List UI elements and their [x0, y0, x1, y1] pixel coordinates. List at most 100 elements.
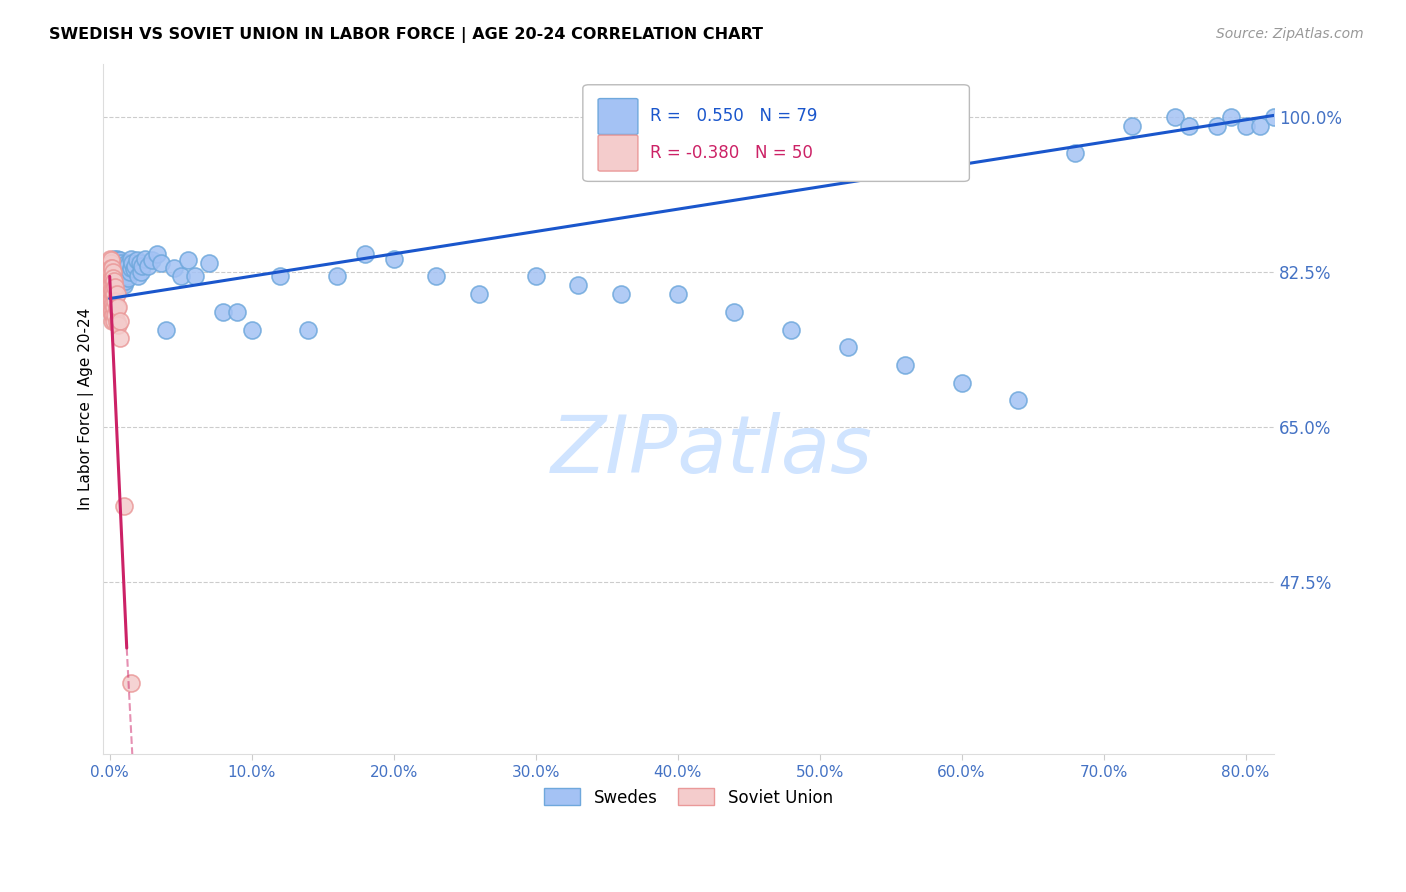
Point: [103, 301, 125, 315]
Point: [103, 252, 125, 266]
Point: [100, 278, 122, 293]
Point: [131, 259, 153, 273]
Point: [297, 322, 319, 336]
Point: [120, 260, 142, 275]
Point: [1249, 119, 1271, 133]
Point: [127, 269, 149, 284]
Point: [145, 247, 167, 261]
Point: [110, 278, 132, 293]
Point: [101, 260, 124, 275]
FancyBboxPatch shape: [598, 99, 638, 135]
Point: [100, 278, 122, 293]
Point: [723, 305, 745, 319]
FancyBboxPatch shape: [598, 136, 638, 171]
Point: [1007, 393, 1029, 408]
Point: [170, 269, 193, 284]
Point: [104, 309, 127, 323]
Point: [100, 260, 122, 275]
Point: [110, 256, 132, 270]
Text: SWEDISH VS SOVIET UNION IN LABOR FORCE | AGE 20-24 CORRELATION CHART: SWEDISH VS SOVIET UNION IN LABOR FORCE |…: [49, 27, 763, 43]
Point: [1163, 110, 1185, 124]
Point: [468, 287, 491, 301]
Point: [103, 269, 125, 284]
Point: [105, 301, 128, 316]
Point: [184, 269, 207, 284]
Point: [1177, 119, 1199, 133]
Point: [101, 287, 124, 301]
Point: [100, 269, 122, 284]
Point: [134, 252, 156, 266]
Point: [117, 271, 139, 285]
Point: [141, 253, 163, 268]
Point: [108, 277, 131, 291]
Point: [111, 271, 134, 285]
Point: [115, 269, 138, 284]
Point: [1263, 110, 1285, 124]
Point: [894, 358, 917, 372]
Point: [128, 256, 150, 270]
Point: [104, 294, 127, 309]
Point: [107, 274, 129, 288]
Point: [100, 256, 122, 270]
Point: [110, 269, 132, 284]
Point: [101, 260, 124, 275]
Point: [100, 287, 122, 301]
Point: [100, 253, 122, 268]
Point: [149, 256, 172, 270]
Point: [1220, 110, 1243, 124]
Point: [121, 256, 143, 270]
Point: [104, 280, 127, 294]
Point: [269, 269, 291, 284]
Point: [129, 265, 152, 279]
Point: [107, 318, 129, 332]
Point: [101, 298, 124, 312]
Point: [136, 259, 159, 273]
Point: [120, 252, 142, 266]
Point: [101, 265, 124, 279]
Point: [100, 278, 122, 293]
Point: [107, 253, 129, 268]
Point: [101, 309, 124, 323]
Point: [103, 274, 125, 288]
Point: [103, 313, 125, 327]
Point: [382, 252, 405, 266]
Point: [780, 322, 803, 336]
Point: [100, 252, 122, 266]
Point: [101, 277, 124, 291]
Point: [177, 253, 200, 268]
Point: [112, 278, 135, 293]
Point: [117, 258, 139, 272]
Text: R = -0.380   N = 50: R = -0.380 N = 50: [650, 145, 813, 162]
Point: [1206, 119, 1229, 133]
Point: [101, 313, 124, 327]
Point: [101, 282, 124, 296]
Point: [108, 253, 131, 268]
Point: [100, 278, 122, 293]
Point: [103, 296, 125, 310]
Text: R =   0.550   N = 79: R = 0.550 N = 79: [650, 107, 817, 125]
Y-axis label: In Labor Force | Age 20-24: In Labor Force | Age 20-24: [79, 308, 94, 510]
Point: [103, 309, 125, 323]
Point: [120, 676, 142, 690]
Point: [162, 260, 184, 275]
Point: [610, 287, 633, 301]
Point: [212, 305, 235, 319]
Point: [100, 269, 122, 284]
Legend: Swedes, Soviet Union: Swedes, Soviet Union: [536, 780, 841, 815]
Point: [100, 287, 122, 301]
Point: [104, 274, 127, 288]
Point: [950, 376, 973, 390]
Point: [107, 262, 129, 277]
Point: [103, 271, 125, 285]
Point: [837, 340, 859, 354]
Point: [103, 287, 125, 301]
Point: [198, 256, 221, 270]
Point: [100, 260, 122, 275]
Point: [567, 278, 589, 293]
Point: [326, 269, 349, 284]
Point: [240, 322, 263, 336]
Point: [105, 265, 128, 279]
Point: [101, 303, 124, 318]
Point: [101, 293, 124, 307]
Point: [112, 262, 135, 277]
